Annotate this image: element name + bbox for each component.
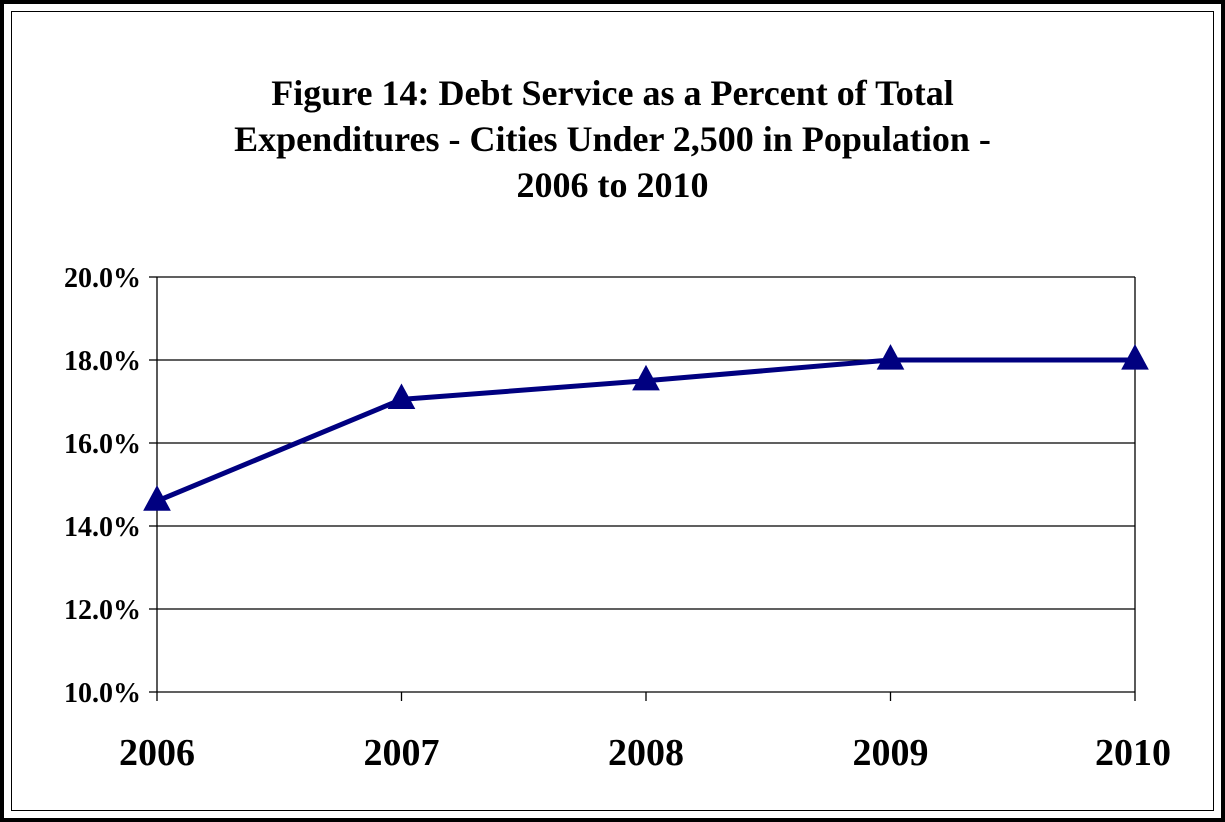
- chart-frame-inner-border: [11, 11, 1214, 811]
- gridlines: [157, 276, 1135, 693]
- data-point-marker: [876, 344, 905, 370]
- series-group: [143, 344, 1149, 511]
- chart-title-line-2: Expenditures - Cities Under 2,500 in Pop…: [234, 119, 991, 159]
- data-point-marker: [387, 383, 416, 410]
- x-tick-label: 2010: [1095, 732, 1171, 774]
- chart-title-line-3: 2006 to 2010: [516, 165, 709, 205]
- data-point-marker: [1121, 344, 1149, 370]
- chart-title: Figure 14: Debt Service as a Percent of …: [0, 70, 1225, 208]
- y-tick-label: 12.0%: [64, 595, 141, 626]
- y-tick-label: 14.0%: [64, 512, 141, 543]
- axes: [149, 276, 1136, 701]
- y-tick-label: 16.0%: [64, 429, 141, 460]
- x-tick-label: 2006: [119, 732, 195, 774]
- x-tick-label: 2007: [364, 732, 440, 774]
- chart-title-line-1: Figure 14: Debt Service as a Percent of …: [271, 73, 954, 113]
- x-tick-label: 2009: [853, 732, 929, 774]
- x-axis-tick-labels: 2006 2007 2008 2009 2010: [119, 732, 1171, 774]
- y-tick-label: 20.0%: [64, 263, 141, 294]
- y-tick-label: 18.0%: [64, 346, 141, 377]
- data-point-marker: [143, 485, 171, 511]
- x-tick-label: 2008: [608, 732, 684, 774]
- y-tick-label: 10.0%: [64, 678, 141, 709]
- y-axis-tick-labels: 20.0% 18.0% 16.0% 14.0% 12.0% 10.0%: [64, 263, 141, 709]
- data-point-marker: [632, 364, 660, 391]
